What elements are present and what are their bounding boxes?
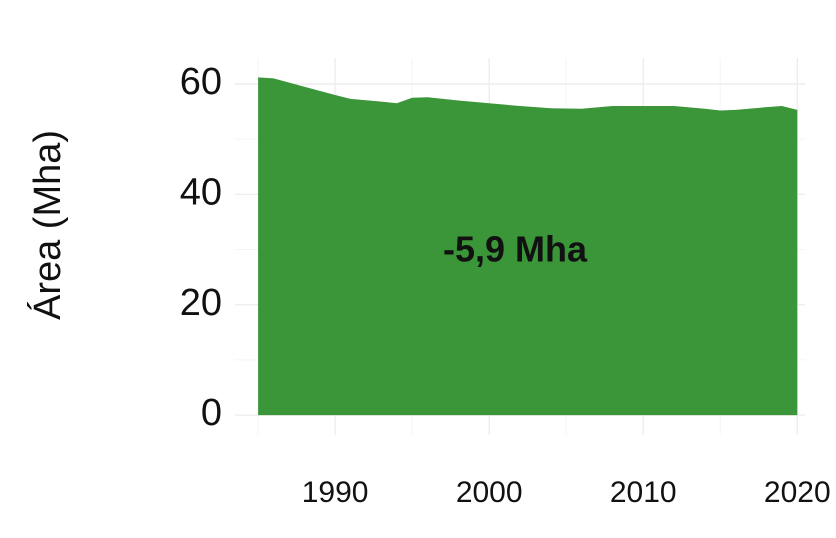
annotation: -5,9 Mha xyxy=(443,229,588,270)
y-tick-label: 60 xyxy=(180,61,222,103)
y-tick-label: 40 xyxy=(180,171,222,213)
y-tick-label: 0 xyxy=(201,392,222,434)
y-axis-label: Área (Mha) xyxy=(26,130,69,320)
x-tick-label: 2000 xyxy=(456,476,523,509)
x-tick-label: 2020 xyxy=(764,476,831,509)
area xyxy=(258,77,798,416)
x-tick-label: 2010 xyxy=(610,476,677,509)
x-tick-label: 1990 xyxy=(302,476,369,509)
y-tick-label: 20 xyxy=(180,282,222,324)
